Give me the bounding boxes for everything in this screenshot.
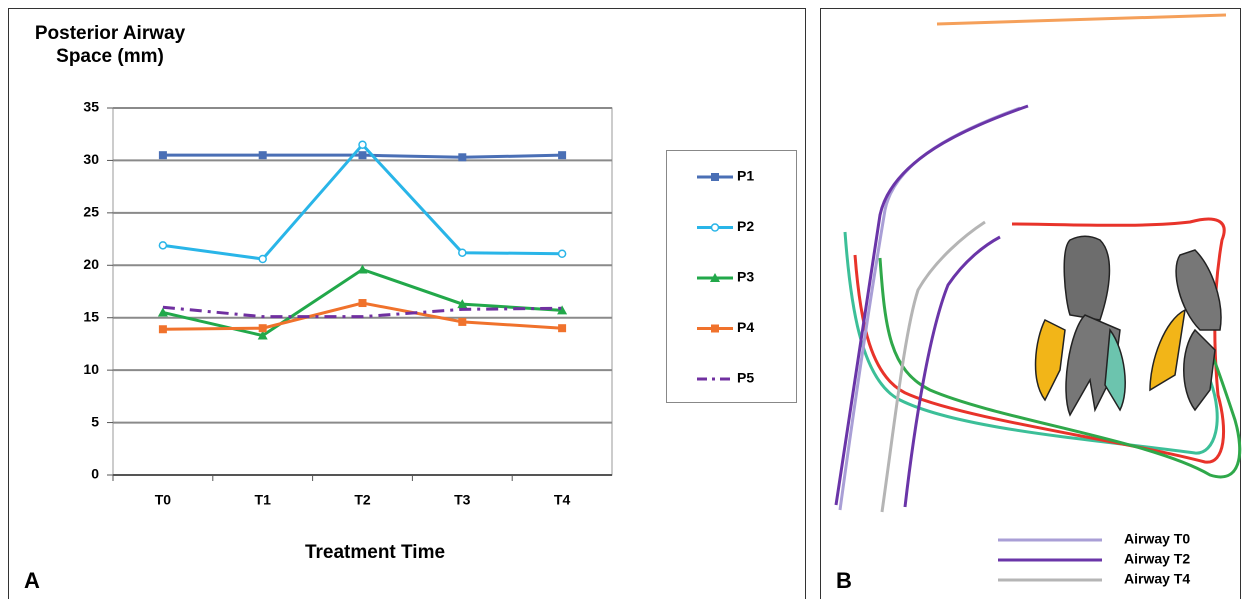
- marker: [458, 153, 467, 162]
- marker: [558, 151, 567, 160]
- marker: [258, 324, 267, 333]
- plot: 0 5 10 15 20 25 30 35 T0 T1 T2 T3 T4 P1 P2 P3 P4 P5: [83, 99, 797, 508]
- marker: [557, 249, 567, 259]
- y-tick-label: 30: [83, 151, 99, 167]
- series-line: [162, 305, 563, 319]
- panel-label: A: [24, 568, 40, 593]
- marker: [558, 324, 567, 333]
- plot-area: [112, 107, 613, 476]
- diagram: [834, 13, 1242, 513]
- marker: [157, 307, 168, 317]
- marker: [357, 264, 368, 274]
- marker: [458, 317, 467, 326]
- y-tick-label: 35: [83, 99, 99, 115]
- legend-label: Airway T2: [1124, 551, 1190, 567]
- marker: [158, 241, 168, 250]
- y-tick-label: 5: [91, 413, 99, 429]
- y-tick-label: 0: [91, 466, 99, 482]
- legend-label: P2: [737, 218, 754, 234]
- chart-title: Posterior Airway Space (mm): [34, 23, 186, 67]
- outline-t2: [853, 217, 1226, 464]
- marker: [458, 248, 467, 257]
- y-tick-label: 25: [83, 204, 99, 220]
- y-tick-label: 20: [83, 256, 99, 272]
- x-tick-label: T4: [554, 492, 571, 508]
- legend-label: P4: [737, 319, 754, 335]
- legend-label: P3: [737, 269, 754, 285]
- airway-t2: [834, 104, 1029, 508]
- reference-line: [936, 13, 1227, 26]
- x-axis-label: Treatment Time: [304, 542, 446, 563]
- panel-a-frame: [8, 8, 806, 599]
- legend-label: P1: [737, 168, 754, 184]
- x-tick-label: T3: [454, 492, 471, 508]
- airway-t4: [880, 220, 986, 513]
- marker: [358, 151, 367, 160]
- legend-label: P5: [737, 370, 754, 386]
- marker: [358, 299, 367, 308]
- marker: [258, 254, 267, 264]
- panel-label: B: [836, 568, 852, 593]
- marker: [557, 305, 568, 315]
- marker: [710, 273, 720, 282]
- y-tick-label: 10: [83, 361, 99, 377]
- marker: [257, 330, 268, 340]
- marker: [158, 325, 167, 334]
- teeth: [1034, 235, 1222, 417]
- legend-label: Airway T0: [1124, 531, 1190, 547]
- marker: [711, 324, 719, 333]
- marker: [158, 151, 167, 160]
- marker: [710, 223, 720, 232]
- marker: [457, 299, 468, 309]
- y-tick-label: 15: [83, 308, 99, 324]
- outline-t0: [843, 231, 1219, 455]
- outline-t4: [878, 257, 1242, 479]
- marker: [258, 151, 267, 160]
- marker: [711, 173, 719, 181]
- panel-b-frame: [820, 8, 1241, 599]
- x-tick-label: T1: [255, 492, 272, 508]
- legend-label: Airway T4: [1124, 571, 1190, 587]
- x-tick-label: T2: [354, 492, 371, 508]
- marker: [358, 140, 367, 149]
- x-tick-label: T0: [155, 492, 172, 508]
